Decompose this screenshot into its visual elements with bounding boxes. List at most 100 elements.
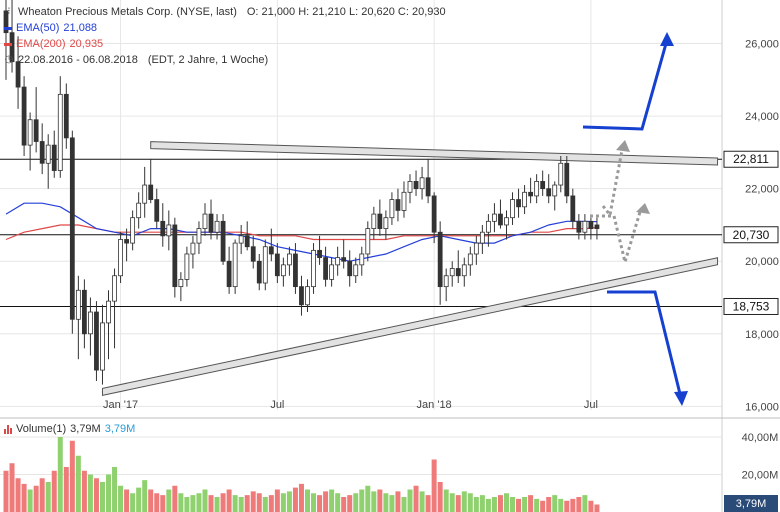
candle-body-32	[196, 228, 202, 244]
volume-bar-15	[93, 478, 99, 512]
level-label-1: 20,730	[733, 228, 770, 242]
candle-body-46	[280, 264, 286, 277]
volume-bar-65	[395, 491, 401, 512]
volume-bar-27	[166, 489, 172, 512]
candle-body-0	[3, 10, 9, 34]
volume-bar-55	[335, 493, 341, 512]
volume-bar-47	[286, 491, 292, 512]
level-label-2: 18,753	[733, 299, 770, 313]
volume-bar-54	[329, 489, 335, 512]
volume-bar-90	[546, 497, 552, 512]
ema50-value: 21,088	[63, 22, 98, 34]
chart-legend: ⁝ Wheaton Precious Metals Corp. (NYSE, l…	[4, 4, 446, 68]
candle-body-19	[118, 239, 123, 277]
volume-bar-62	[377, 489, 383, 512]
trendline-upper	[150, 141, 719, 166]
candle-body-8	[51, 144, 57, 171]
volume-bar-25	[154, 493, 160, 512]
candle-body-10	[63, 93, 69, 139]
volume-bar-35	[214, 497, 220, 512]
candle-body-57	[347, 260, 353, 277]
volume-bar-83	[503, 493, 509, 512]
volume-bar-9	[57, 437, 63, 512]
candle-body-44	[268, 246, 274, 255]
ema200-value: 20,935	[69, 38, 104, 50]
candle-body-3	[21, 86, 27, 146]
candle-body-28	[172, 224, 178, 288]
volume-bar-52	[317, 495, 323, 512]
date-range: 22.08.2016 - 06.08.2018	[18, 54, 138, 66]
candle-body-14	[88, 311, 93, 335]
candle-body-27	[166, 224, 172, 237]
volume-bar-32	[196, 493, 202, 512]
volume-bar-28	[172, 485, 178, 512]
candle-body-78	[473, 242, 479, 255]
volume-bar-41	[250, 491, 256, 512]
candle-body-58	[353, 264, 359, 277]
candle-body-55	[335, 257, 341, 266]
candle-body-5	[33, 119, 39, 142]
candle-body-61	[371, 213, 377, 229]
volume-bar-84	[510, 497, 516, 512]
volume-bar-72	[437, 482, 443, 512]
candle-body-95	[576, 220, 582, 233]
volume-bar-59	[359, 489, 365, 512]
candle-body-85	[516, 199, 521, 208]
candle-body-37	[226, 260, 232, 288]
volume-bar-34	[208, 495, 214, 512]
candle-body-59	[359, 253, 365, 266]
volume-bar-81	[491, 497, 497, 512]
legend-title-row: ⁝ Wheaton Precious Metals Corp. (NYSE, l…	[4, 4, 446, 20]
volume-bar-70	[425, 495, 431, 512]
candle-body-6	[39, 141, 45, 164]
volume-bar-23	[142, 480, 148, 512]
candle-body-94	[570, 195, 576, 222]
volume-bar-22	[136, 487, 142, 512]
volume-bar-80	[485, 498, 491, 512]
candle-body-41	[250, 246, 256, 262]
candle-body-31	[190, 242, 196, 255]
candle-body-43	[262, 246, 268, 284]
candle-body-88	[534, 181, 540, 197]
ohlc-readout: O: 21,000 H: 21,210 L: 20,620 C: 20,930	[246, 6, 446, 18]
volume-bar-24	[148, 489, 154, 512]
candle-body-17	[106, 300, 111, 324]
candle-body-72	[437, 231, 443, 288]
volume-bar-31	[190, 495, 196, 512]
volume-bar-19	[118, 485, 124, 512]
ema50-label: EMA(50)	[16, 22, 60, 34]
volume-bar-87	[528, 495, 534, 512]
volume-last-label: 3,79M	[736, 498, 767, 510]
candle-body-53	[323, 257, 328, 280]
candle-body-80	[485, 220, 491, 233]
candle-body-68	[413, 181, 419, 190]
candle-body-42	[256, 260, 262, 284]
volume-bar-36	[220, 493, 226, 512]
candle-body-54	[329, 264, 335, 280]
candle-body-9	[57, 93, 63, 171]
candle-body-21	[130, 217, 136, 244]
candle-body-77	[467, 253, 473, 266]
volume-bar-1	[9, 463, 15, 512]
y-tick-label-4: 24,000	[745, 111, 779, 123]
candle-body-49	[299, 286, 304, 306]
volume-bar-75	[455, 495, 461, 512]
volume-bar-74	[449, 493, 455, 512]
candle-body-15	[94, 311, 99, 371]
candle-body-67	[407, 181, 413, 193]
volume-bar-64	[389, 495, 395, 512]
candle-body-24	[148, 184, 154, 200]
ema50-line	[5, 202, 597, 262]
candle-body-91	[552, 184, 558, 197]
x-tick-label-2: Jan '18	[417, 399, 452, 411]
volume-bar-89	[540, 500, 546, 512]
candle-body-22	[136, 202, 142, 219]
candle-body-45	[274, 253, 280, 277]
candle-body-1	[9, 32, 15, 63]
bear-scenario-arrow	[607, 290, 683, 399]
volume-bar-46	[280, 493, 286, 512]
candle-body-35	[214, 220, 220, 233]
candle-body-65	[395, 199, 401, 211]
volume-bar-10	[63, 467, 69, 512]
